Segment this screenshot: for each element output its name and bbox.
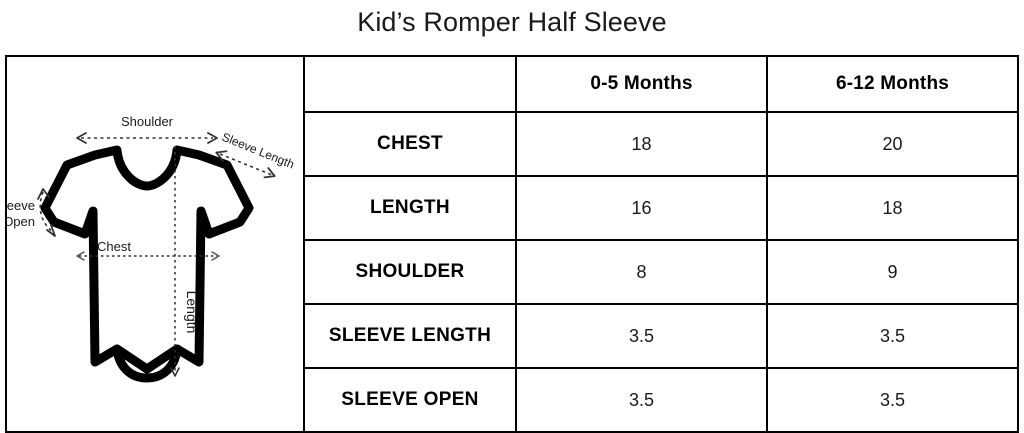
table-row: SHOULDER 8 9 [6,239,1019,305]
baby-romper-diagram: Shoulder Sleeve Length Sleeve [7,62,303,426]
romper-svg: Shoulder Sleeve Length Sleeve [7,114,296,383]
page-title: Kid’s Romper Half Sleeve [357,7,667,37]
table-row: SLEEVE LENGTH 3.5 3.5 [6,303,1019,369]
cell-length-6-12: 18 [766,175,1019,241]
cell-sleeve-length-6-12: 3.5 [766,303,1019,369]
cell-shoulder-6-12: 9 [766,239,1019,305]
cell-sleeve-open-0-5: 3.5 [515,367,768,433]
row-label-length: LENGTH [303,175,517,241]
row-label-sleeve-open: SLEEVE OPEN [303,367,517,433]
chest-label: Chest [97,239,131,254]
table-row: CHEST 18 20 [6,111,1019,177]
length-label: Length [184,291,200,334]
header-blank-cell [303,55,517,113]
cell-sleeve-open-6-12: 3.5 [766,367,1019,433]
row-label-shoulder: SHOULDER [303,239,517,305]
header-size-0-5: 0-5 Months [515,55,768,113]
header-size-6-12: 6-12 Months [766,55,1019,113]
row-label-chest: CHEST [303,111,517,177]
shoulder-measure-guide [76,132,218,144]
table-row: SLEEVE OPEN 3.5 3.5 [6,367,1019,433]
row-label-sleeve-length: SLEEVE LENGTH [303,303,517,369]
romper-outline [40,145,254,383]
cell-chest-0-5: 18 [515,111,768,177]
cell-chest-6-12: 20 [766,111,1019,177]
sleeve-seams [81,207,213,238]
cell-shoulder-0-5: 8 [515,239,768,305]
table-header-row: Shoulder Sleeve Length Sleeve [5,55,1019,433]
size-chart-table: Shoulder Sleeve Length Sleeve [5,55,1019,433]
sleeve-length-measure-guide [215,150,276,179]
shoulder-label: Shoulder [121,114,174,129]
cell-sleeve-length-0-5: 3.5 [515,303,768,369]
sleeve-open-label-line1: Sleeve [7,198,35,213]
cell-length-0-5: 16 [515,175,768,241]
illustration-cell: Shoulder Sleeve Length Sleeve [5,55,305,433]
length-measure-guide [170,146,180,377]
sleeve-open-measure-guide [37,188,56,237]
sleeve-open-label-line2: Open [7,214,35,229]
chest-measure-guide [76,251,220,261]
table-row: LENGTH 16 18 [6,175,1019,241]
